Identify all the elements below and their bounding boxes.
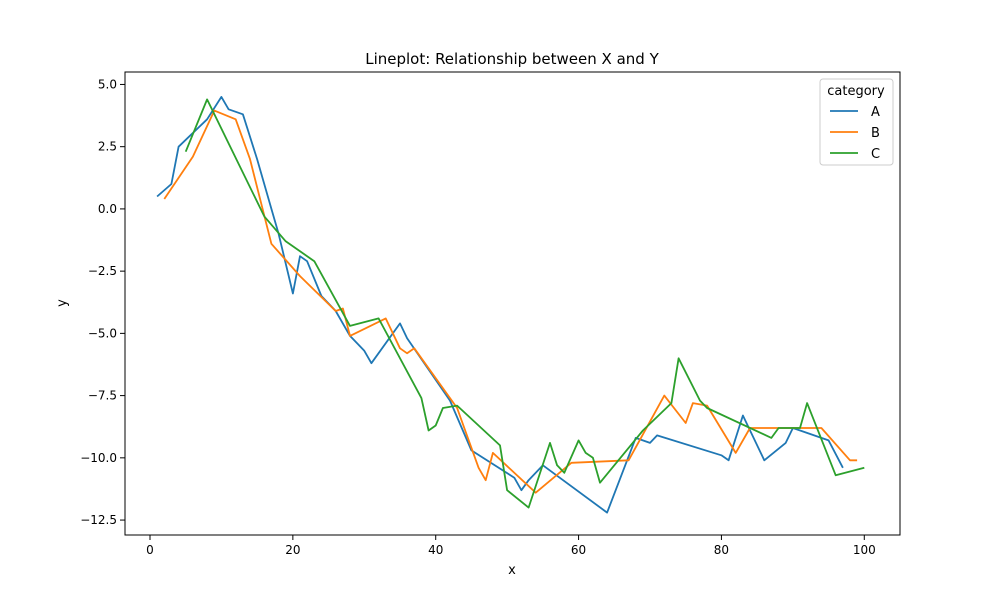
series-line-b bbox=[163, 109, 858, 494]
y-tick-label: −7.5 bbox=[88, 389, 117, 403]
y-tick-label: −10.0 bbox=[80, 451, 117, 465]
x-tick-label: 80 bbox=[714, 543, 729, 557]
x-axis-ticks: 0 20 40 60 80 100 bbox=[146, 535, 876, 557]
legend-label-a: A bbox=[871, 105, 880, 120]
y-axis-ticks: 5.0 2.5 0.0 −2.5 −5.0 −7.5 −10.0 −12.5 bbox=[80, 77, 125, 527]
x-tick-label: 40 bbox=[428, 543, 443, 557]
legend-box bbox=[819, 78, 894, 166]
y-tick-label: 5.0 bbox=[98, 77, 117, 91]
y-tick-label: −12.5 bbox=[80, 513, 117, 527]
legend-title: category bbox=[827, 84, 885, 99]
legend: category ABC bbox=[819, 78, 894, 166]
plot-frame bbox=[124, 71, 901, 536]
y-tick-label: −2.5 bbox=[88, 264, 117, 278]
series-lines bbox=[156, 96, 865, 514]
legend-entries: ABC bbox=[830, 105, 880, 162]
x-tick-label: 100 bbox=[853, 543, 876, 557]
y-tick-label: 2.5 bbox=[98, 140, 117, 154]
series-line-c bbox=[184, 98, 865, 509]
legend-label-c: C bbox=[871, 147, 880, 162]
plot-area bbox=[125, 72, 900, 535]
chart-title: Lineplot: Relationship between X and Y bbox=[365, 50, 659, 68]
series-line-a bbox=[156, 96, 844, 514]
x-tick-label: 60 bbox=[571, 543, 586, 557]
y-tick-label: 0.0 bbox=[98, 202, 117, 216]
x-tick-label: 20 bbox=[285, 543, 300, 557]
y-tick-label: −5.0 bbox=[88, 326, 117, 340]
x-axis-label: x bbox=[508, 563, 516, 578]
x-tick-label: 0 bbox=[146, 543, 154, 557]
legend-label-b: B bbox=[871, 126, 880, 141]
y-axis-label: y bbox=[55, 299, 70, 307]
